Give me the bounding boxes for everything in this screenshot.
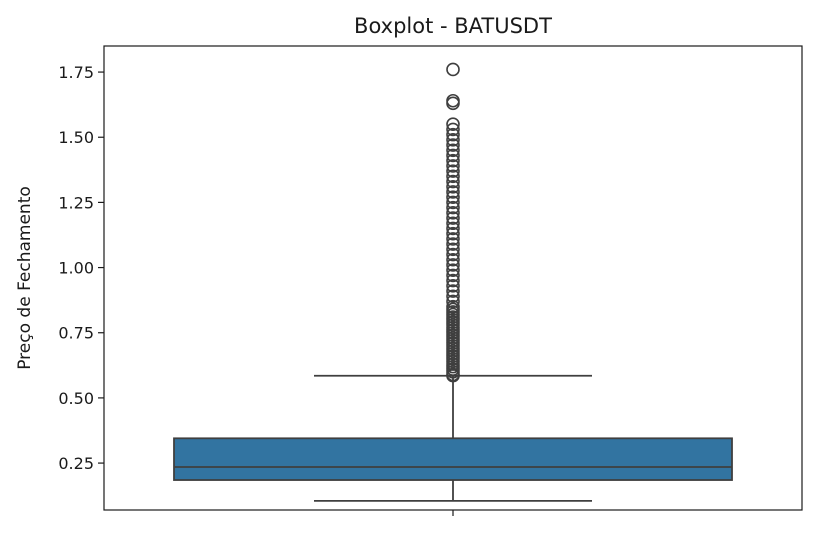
- outlier-point: [446, 258, 460, 272]
- outlier-point: [446, 221, 460, 236]
- outlier-point: [446, 143, 460, 158]
- y-tick-label: 0.75: [58, 324, 94, 343]
- outlier-point: [446, 289, 460, 304]
- y-tick-label: 0.25: [58, 454, 94, 473]
- y-axis-ticks: 0.25 0.50 0.75 1.00 1.25 1.50 1.75: [58, 63, 104, 473]
- outlier-point: [446, 122, 460, 137]
- outlier-point: [446, 117, 460, 132]
- outlier-point: [446, 164, 460, 178]
- outlier-point: [446, 185, 460, 199]
- y-tick-label: 1.25: [58, 193, 94, 212]
- outlier-point: [446, 133, 460, 147]
- y-axis-label: Preço de Fechamento: [15, 186, 35, 370]
- outlier-point: [446, 226, 460, 241]
- iqr-box: [173, 437, 733, 481]
- outlier-point: [446, 127, 460, 142]
- outlier-point: [446, 200, 460, 215]
- outlier-point: [446, 211, 460, 225]
- outlier-point: [446, 232, 460, 246]
- outlier-point: [446, 273, 460, 288]
- y-tick-label: 1.00: [58, 259, 94, 278]
- outlier-point: [446, 190, 460, 204]
- outlier-point: [446, 206, 460, 220]
- outlier-point: [446, 216, 460, 231]
- outlier-point: [446, 299, 460, 314]
- outlier-point: [446, 169, 460, 184]
- outlier-point: [446, 195, 460, 210]
- outlier-point: [446, 138, 460, 152]
- y-tick-label: 0.50: [58, 389, 94, 408]
- outlier-point: [446, 294, 460, 309]
- outlier-point: [446, 268, 460, 283]
- outlier-point: [446, 263, 460, 277]
- outlier-point: [446, 242, 460, 257]
- outlier-point: [446, 174, 460, 189]
- y-tick-label: 1.50: [58, 128, 94, 147]
- chart-title: Boxplot - BATUSDT: [354, 14, 552, 38]
- outlier-point: [446, 93, 460, 108]
- outlier-point: [446, 62, 460, 77]
- outlier-point: [446, 96, 460, 111]
- outlier-point: [446, 153, 460, 168]
- outlier-point: [446, 179, 460, 194]
- outlier-point: [446, 279, 460, 293]
- outlier-point: [446, 247, 460, 262]
- y-tick-label: 1.75: [58, 63, 94, 82]
- plot-area: [173, 62, 733, 502]
- outlier-point: [446, 252, 460, 267]
- outlier-point: [446, 159, 460, 173]
- outlier-point: [446, 237, 460, 251]
- outlier-point: [446, 148, 460, 163]
- outlier-point: [446, 284, 460, 298]
